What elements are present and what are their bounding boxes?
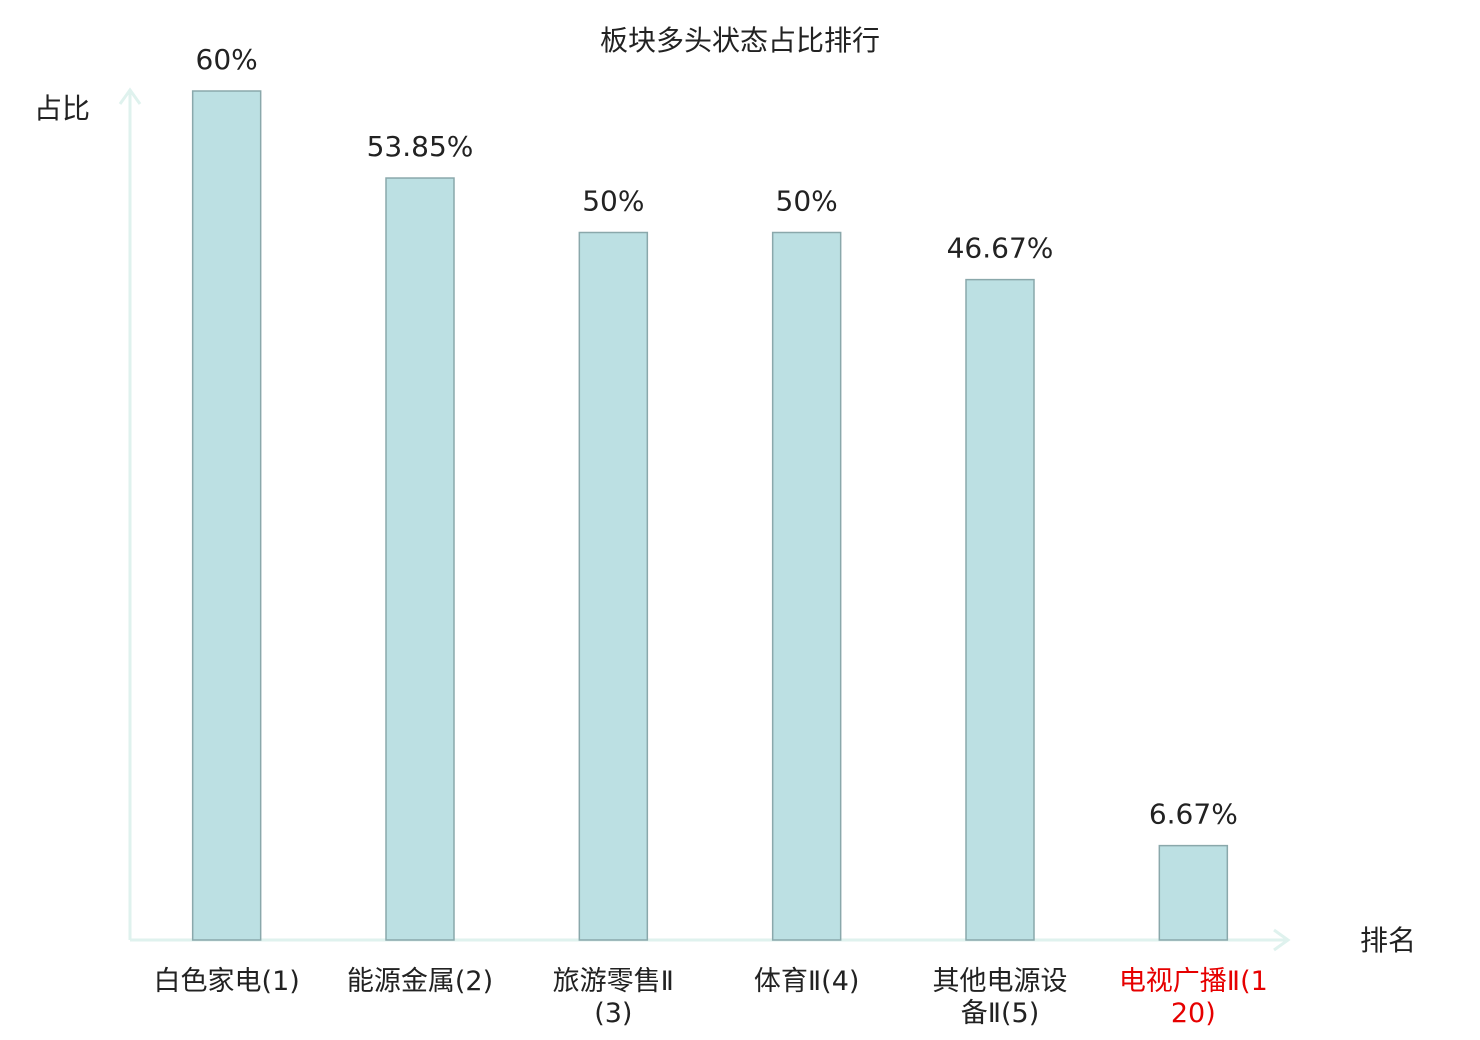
value-label: 50% bbox=[582, 185, 644, 218]
bar bbox=[965, 278, 1035, 941]
bar bbox=[578, 231, 649, 941]
x-tick-label: 其他电源设备Ⅱ(5) bbox=[932, 966, 1068, 1029]
chart-title: 板块多头状态占比排行 bbox=[600, 24, 880, 57]
value-label: 53.85% bbox=[367, 130, 474, 163]
bar bbox=[771, 231, 842, 941]
value-label: 50% bbox=[776, 185, 838, 218]
x-axis-label: 排名 bbox=[1360, 924, 1416, 957]
x-tick-label: 能源金属(2) bbox=[346, 966, 494, 997]
x-tick-label: 旅游零售Ⅱ(3) bbox=[552, 966, 674, 1029]
x-tick-label: 白色家电(1) bbox=[153, 966, 300, 997]
value-label: 6.67% bbox=[1149, 798, 1238, 831]
bar bbox=[385, 177, 455, 941]
x-tick-label: 电视广播Ⅱ(120) bbox=[1118, 966, 1268, 1029]
x-tick-label: 体育Ⅱ(4) bbox=[753, 966, 860, 997]
bar bbox=[191, 90, 262, 941]
value-label: 60% bbox=[196, 43, 258, 76]
value-label: 46.67% bbox=[947, 232, 1054, 265]
y-axis-label: 占比 bbox=[34, 92, 90, 125]
bar bbox=[1158, 844, 1229, 941]
axes bbox=[118, 87, 1291, 952]
